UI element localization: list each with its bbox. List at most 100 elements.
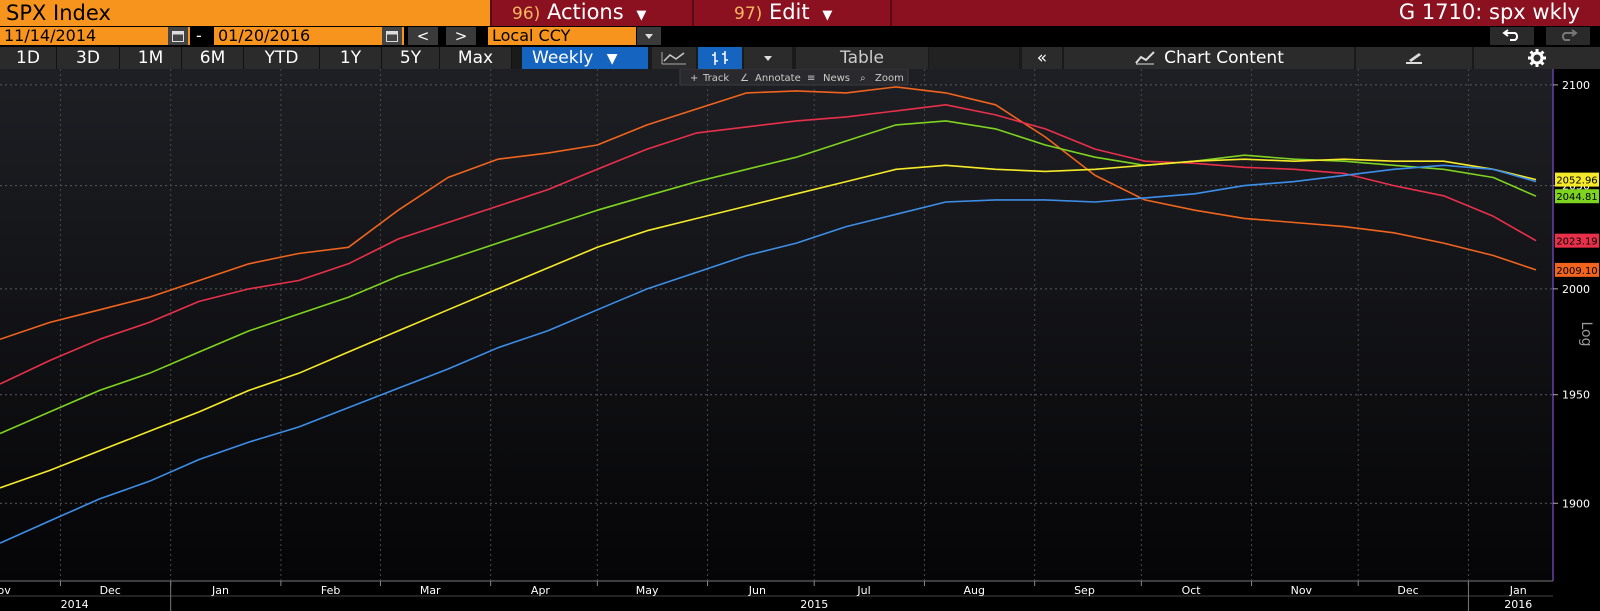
actions-menu-button[interactable]: 96) Actions ▼ — [490, 0, 690, 26]
x-month-label: Nov — [0, 584, 11, 597]
plot-background — [0, 69, 1553, 581]
y-axis-panel — [1553, 69, 1600, 611]
next-period-button[interactable]: > — [446, 27, 476, 45]
ticker-field[interactable]: SPX Index — [0, 0, 490, 26]
date-separator: - — [196, 26, 202, 45]
annotate-tool[interactable]: ∠ Annotate — [740, 73, 801, 84]
series-line-yellow[interactable] — [0, 158, 1537, 489]
undo-icon[interactable] — [1490, 27, 1534, 45]
line-chart-icon[interactable] — [652, 47, 696, 69]
currency-select[interactable]: Local CCY — [488, 27, 636, 45]
actions-label: Actions — [546, 0, 624, 24]
toolbar-spacer — [929, 47, 1019, 69]
currency-dropdown-button[interactable] — [637, 27, 661, 45]
period-button-1y[interactable]: 1Y — [320, 47, 382, 69]
x-month-label: May — [636, 584, 659, 597]
previous-period-button[interactable]: < — [408, 27, 438, 45]
series-line-green[interactable] — [0, 120, 1537, 435]
x-month-label: Oct — [1182, 584, 1202, 597]
x-month-label: Dec — [100, 584, 121, 597]
y-tick-label: 1900 — [1562, 497, 1590, 510]
track-label: Track — [702, 73, 729, 84]
table-button[interactable]: Table — [796, 47, 928, 69]
page-title: G 1710: spx wkly — [1398, 0, 1580, 24]
calendar-icon[interactable] — [168, 27, 188, 45]
chart-type-dropdown[interactable] — [744, 47, 792, 69]
date-range-row: 11/14/2014 - 01/20/2016 < > Local CCY — [0, 26, 1600, 46]
period-button-3d[interactable]: 3D — [57, 47, 120, 69]
news-tool[interactable]: ≡ News — [807, 73, 850, 84]
badge-value: 2023.19 — [1556, 237, 1597, 248]
period-button-1d[interactable]: 1D — [0, 47, 57, 69]
actions-shortcut-number: 96) — [512, 4, 541, 24]
series-line-blue[interactable] — [0, 164, 1537, 544]
series-line-red[interactable] — [0, 104, 1537, 385]
annotate-label: Annotate — [755, 73, 801, 84]
x-month-label: Sep — [1074, 584, 1095, 597]
x-month-label: Apr — [531, 584, 551, 597]
x-month-label: Jan — [1509, 584, 1527, 597]
x-month-label: Jan — [211, 584, 229, 597]
crosshair-icon: + — [690, 73, 698, 84]
collapse-panel-button[interactable]: « — [1022, 47, 1062, 69]
x-month-label: Mar — [420, 584, 441, 597]
y-axis-scale-label: Log — [1578, 321, 1594, 346]
x-month-label: Jul — [856, 584, 870, 597]
zoom-tool[interactable]: ⌕ Zoom — [860, 73, 904, 84]
plot-subtoolbar: + Track ∠ Annotate ≡ News ⌕ Zoom — [679, 69, 909, 86]
news-icon: ≡ — [807, 73, 815, 84]
frequency-label: Weekly — [532, 48, 594, 68]
magnifier-icon: ⌕ — [860, 73, 866, 84]
badge-value: 2052.96 — [1556, 176, 1597, 187]
track-tool[interactable]: + Track — [690, 73, 729, 84]
x-year-label: 2016 — [1504, 598, 1532, 611]
x-month-label: Feb — [321, 584, 340, 597]
news-label: News — [823, 73, 850, 84]
badge-box — [1555, 172, 1599, 187]
edit-label: Edit — [768, 0, 810, 24]
start-date-field[interactable]: 11/14/2014 — [0, 27, 190, 45]
y-tick-label: 2100 — [1562, 79, 1590, 92]
chevron-down-icon: ▼ — [822, 8, 833, 23]
badge-box — [1555, 262, 1599, 277]
period-button-ytd[interactable]: YTD — [244, 47, 320, 69]
frequency-select[interactable]: Weekly ▼ — [522, 47, 648, 69]
badge-value: 2044.81 — [1556, 192, 1597, 203]
drawing-tools-icon[interactable] — [1356, 47, 1472, 69]
period-button-6m[interactable]: 6M — [182, 47, 244, 69]
chevron-down-icon: ▼ — [636, 8, 647, 23]
last-value-badge-green: 2044.81 — [1555, 189, 1599, 204]
period-button-5y[interactable]: 5Y — [382, 47, 440, 69]
badge-box — [1555, 233, 1599, 248]
triangle-down-icon: ▼ — [606, 51, 618, 67]
x-month-label: Dec — [1397, 584, 1418, 597]
y-tick-label: 2000 — [1562, 283, 1590, 296]
y-tick-label: 1950 — [1562, 389, 1590, 402]
chart-toolbar: 1D 3D 1M 6M YTD 1Y 5Y Max Weekly ▼ Table « Char… — [0, 47, 1600, 69]
edit-menu-button[interactable]: 97) Edit ▼ — [692, 0, 892, 26]
gear-icon[interactable] — [1474, 47, 1600, 69]
chart-content-icon — [1135, 51, 1155, 65]
chart-content-button[interactable]: Chart Content — [1064, 47, 1354, 69]
last-value-badge-red: 2023.19 — [1555, 233, 1599, 248]
period-button-1m[interactable]: 1M — [120, 47, 182, 69]
price-chart[interactable]: 21002050200019501900 NovDecJanFebMarAprM… — [0, 69, 1600, 611]
last-value-badge-orange: 2009.10 — [1555, 262, 1599, 277]
badge-value: 2009.10 — [1556, 266, 1597, 277]
period-button-max[interactable]: Max — [440, 47, 512, 69]
redo-icon[interactable] — [1546, 27, 1590, 45]
top-bar: SPX Index 96) Actions ▼ 97) Edit ▼ G 171… — [0, 0, 1600, 26]
calendar-icon[interactable] — [382, 27, 402, 45]
zoom-label: Zoom — [875, 73, 904, 84]
x-month-label: Aug — [963, 584, 984, 597]
pencil-icon: ∠ — [740, 73, 749, 84]
badge-box — [1555, 189, 1599, 204]
x-year-label: 2015 — [800, 598, 828, 611]
series-line-orange[interactable] — [0, 86, 1537, 341]
x-month-label: Nov — [1291, 584, 1313, 597]
end-date-field[interactable]: 01/20/2016 — [214, 27, 404, 45]
chart-content-label: Chart Content — [1164, 48, 1284, 68]
x-year-label: 2014 — [61, 598, 89, 611]
bar-chart-icon[interactable] — [698, 47, 742, 69]
x-month-label: Jun — [748, 584, 766, 597]
